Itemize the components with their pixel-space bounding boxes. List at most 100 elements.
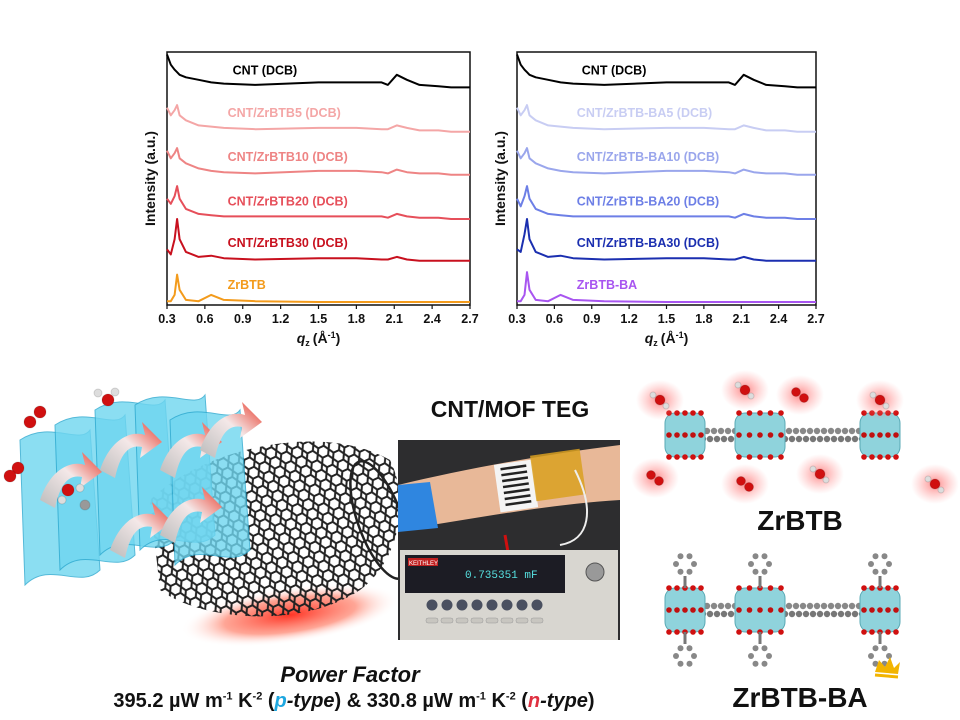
carbon-atom xyxy=(686,568,693,575)
oxygen-atom xyxy=(885,629,891,635)
heat-arrow xyxy=(160,487,222,543)
oxygen-atom xyxy=(767,410,774,416)
oxygen-atom xyxy=(744,482,754,492)
y-axis-label: Intensity (a.u.) xyxy=(142,131,158,226)
meter-brand: KEITHLEY xyxy=(409,561,438,567)
x-axis-label: qz (Å-1) xyxy=(297,330,341,348)
teg-leg xyxy=(502,476,529,483)
oxygen-atom xyxy=(767,607,774,613)
series-line xyxy=(166,218,470,262)
oxygen-atom xyxy=(791,387,801,397)
carbon-atom xyxy=(785,602,793,610)
type-text: -type xyxy=(286,690,335,712)
oxygen-atom xyxy=(893,607,899,613)
carbon-atom xyxy=(706,610,714,618)
carbon-atom xyxy=(677,553,684,560)
oxygen-atom xyxy=(736,410,742,416)
glove xyxy=(398,482,438,532)
oxygen-atom xyxy=(757,432,763,438)
oxygen-atom xyxy=(654,476,664,486)
kapton-tape xyxy=(530,448,586,502)
carbon-atom xyxy=(761,645,768,652)
series-label: CNT/ZrBTB-BA10 (DCB) xyxy=(577,150,719,164)
zrbtb-label: ZrBTB xyxy=(757,505,843,536)
oxygen-atom xyxy=(736,476,746,486)
oxygen-atom xyxy=(666,454,672,460)
carbon-atom xyxy=(788,435,796,443)
oxygen-atom xyxy=(861,585,867,591)
oxygen-atom xyxy=(23,415,37,429)
teg-leg xyxy=(500,464,527,471)
x-tick-label: 2.4 xyxy=(423,312,440,326)
power-factor-values: 395.2 µW m-1 K-2 (p-type) & 330.8 µW m-1… xyxy=(34,690,674,713)
oxygen-atom xyxy=(746,629,753,635)
exp: -1 xyxy=(476,690,486,703)
y-axis-label: Intensity (a.u.) xyxy=(492,131,508,226)
oxygen-atom xyxy=(736,454,742,460)
series-line xyxy=(167,273,470,303)
carbon-atom xyxy=(809,435,817,443)
carbon-atom xyxy=(844,435,852,443)
carbon-atom xyxy=(713,435,721,443)
meter-button xyxy=(456,599,468,611)
meter-key xyxy=(530,617,544,624)
carbon-atom xyxy=(848,602,856,610)
oxygen-atom xyxy=(674,585,680,591)
carbon-atom xyxy=(673,653,679,659)
carbon-atom xyxy=(799,602,807,610)
series-line xyxy=(516,218,816,262)
x-label-part: ) xyxy=(336,330,341,346)
hydrogen-atom xyxy=(822,476,830,484)
carbon-atom xyxy=(820,427,828,435)
series-label: CNT/ZrBTB20 (DCB) xyxy=(228,194,348,208)
x-tick-label: 0.3 xyxy=(158,312,175,326)
carbon-atom xyxy=(802,435,810,443)
oxygen-atom xyxy=(666,432,672,438)
zrbtb-ba-structure xyxy=(664,553,901,667)
oxygen-atom xyxy=(698,629,704,635)
oxygen-atom xyxy=(682,454,688,460)
carbon-atom xyxy=(727,610,735,618)
oxygen-atom xyxy=(746,454,753,460)
oxygen-atom xyxy=(746,585,753,591)
carbon-atom xyxy=(820,602,828,610)
oxygen-atom xyxy=(739,384,751,396)
x-axis-label: qz (Å-1) xyxy=(645,330,689,348)
oxygen-atom xyxy=(682,410,688,416)
oxygen-atom xyxy=(869,454,875,460)
oxygen-atom xyxy=(767,585,774,591)
carbon-atom xyxy=(761,553,768,560)
n-letter: n xyxy=(527,690,541,712)
wire xyxy=(559,469,588,546)
x-tick-label: 0.3 xyxy=(508,312,525,326)
carbon-atom xyxy=(724,602,732,610)
carbon-atom xyxy=(752,660,759,667)
series-label: CNT/ZrBTB-BA30 (DCB) xyxy=(577,236,719,250)
hydrogen-atom xyxy=(662,402,670,410)
series-line xyxy=(516,185,816,220)
x-tick-label: 2.1 xyxy=(386,312,403,326)
carbon-atom xyxy=(677,660,684,667)
oxygen-atom xyxy=(893,432,899,438)
oxygen-atom xyxy=(736,585,742,591)
oxygen-atom xyxy=(869,629,875,635)
amp: ) & xyxy=(334,690,367,712)
carbon-atom xyxy=(761,660,768,667)
x-tick-label: 0.6 xyxy=(196,312,213,326)
series-label: ZrBTB-BA xyxy=(577,278,637,292)
carbon-atom xyxy=(677,568,684,575)
meter-key xyxy=(515,617,529,624)
carbon-atom xyxy=(677,645,684,652)
paren: ( xyxy=(515,690,528,712)
carbon-atom xyxy=(881,553,888,560)
carbon-atom xyxy=(713,610,721,618)
teg-photo: 0.735351 mF KEITHLEY xyxy=(398,440,620,640)
hydrogen-atom xyxy=(649,391,657,399)
series-label: CNT (DCB) xyxy=(582,64,647,78)
unit: K xyxy=(485,690,506,712)
oxygen-atom xyxy=(778,432,784,438)
series-label: CNT/ZrBTB10 (DCB) xyxy=(228,150,348,164)
series-line xyxy=(166,54,470,89)
oxygen-atom xyxy=(885,585,891,591)
x-tick-label: 0.9 xyxy=(234,312,251,326)
